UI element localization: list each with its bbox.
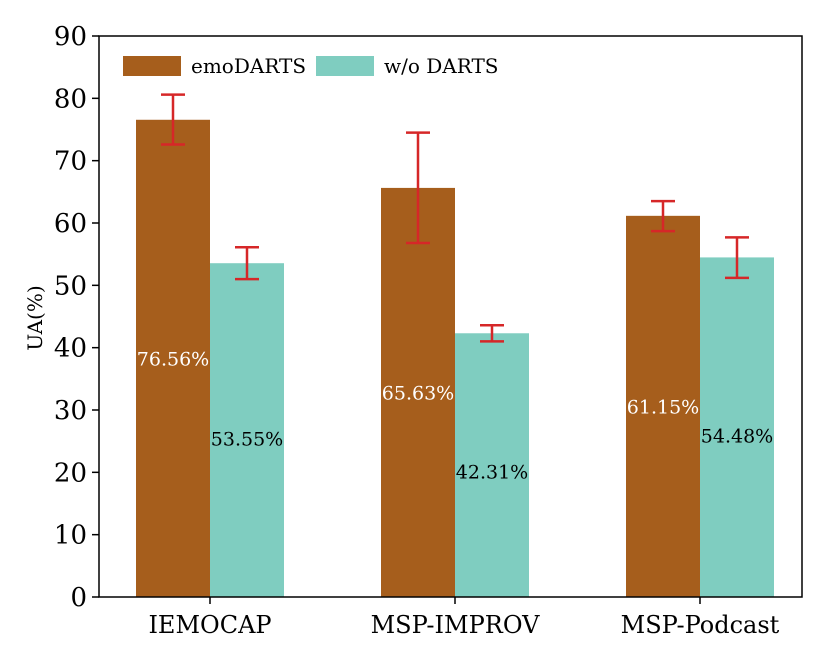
legend-swatch [316,56,374,76]
x-tick-label: MSP-Podcast [621,611,780,639]
bar-emodarts-iemocap [136,119,210,597]
data-label: 76.56% [137,348,209,370]
data-labels-layer: 76.56% 65.63% 61.15% 53.55% 42.31% 54.48% [137,348,773,483]
bars-layer [136,119,774,598]
y-tick-label: 90 [54,22,87,52]
data-label: 42.31% [456,462,528,484]
legend-label: w/o DARTS [384,54,498,78]
data-label: 54.48% [701,426,773,448]
y-tick-label: 10 [54,521,87,551]
plot-frame [98,35,803,598]
y-tick-label: 0 [70,583,87,613]
y-tick-label: 70 [54,147,87,177]
x-tick-label: MSP-IMPROV [371,611,540,639]
legend-label: emoDARTS [191,54,306,78]
y-axis-label: UA(%) [23,285,47,350]
data-label: 65.63% [382,382,454,404]
bar-emodarts-msp-podcast [626,215,700,597]
y-tick-label: 30 [54,396,87,426]
data-label: 53.55% [211,428,283,450]
legend-swatch [123,56,181,76]
x-tick-label: IEMOCAP [148,611,271,639]
bar-w-o-darts-msp-podcast [700,257,774,597]
legend: emoDARTS w/o DARTS [123,54,498,78]
bar-w-o-darts-msp-improv [455,333,529,597]
bar-emodarts-msp-improv [381,187,455,598]
y-tick-label: 20 [54,458,87,488]
y-tick-label: 40 [54,334,87,364]
y-tick-label: 80 [54,84,87,114]
error-bars-layer [161,93,749,343]
y-tick-label: 50 [54,271,87,301]
y-tick-label: 60 [54,209,87,239]
axes-layer: 0 10 20 30 40 50 60 70 80 90 IEMOCAP MSP-IMPROV MSP-… [54,22,803,639]
bar-w-o-darts-iemocap [210,263,284,597]
data-label: 61.15% [627,396,699,418]
